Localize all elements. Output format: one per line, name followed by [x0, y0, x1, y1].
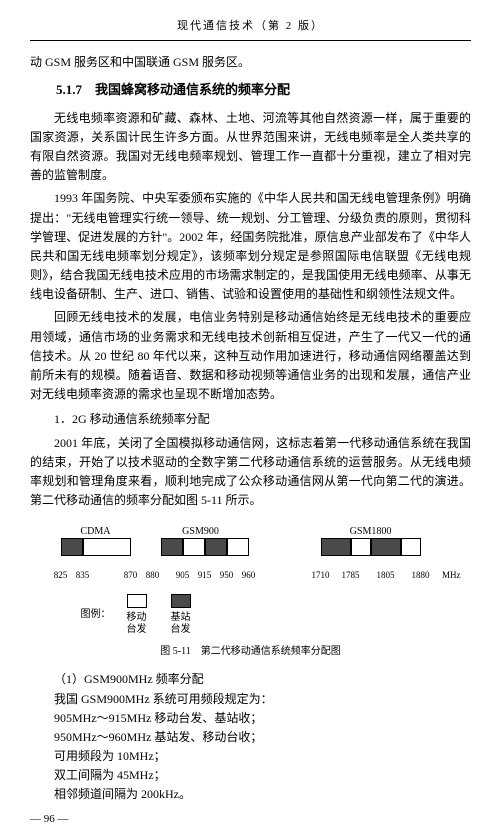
legend-text: 移动 台发 [127, 612, 147, 636]
band-box [351, 538, 371, 556]
tick-label: 1710 [312, 568, 330, 582]
alloc-line-3: 905MHz～915MHz 移动台发、基站收； [30, 709, 471, 728]
tick-label: 1880 [412, 568, 430, 582]
legend-text: 基站 台发 [171, 612, 191, 636]
alloc-line-2: 我国 GSM900MHz 系统可用频段规定为： [30, 690, 471, 709]
tick-label: 950 [220, 568, 234, 582]
tick-label: 915 [198, 568, 212, 582]
band-box [183, 538, 205, 556]
section-number: 5.1.7 [56, 82, 82, 97]
frequency-diagram: CDMAGSM900GSM1800 MHz 825 835 870 880 905 915… [41, 524, 461, 660]
tick-label: 1805 [377, 568, 395, 582]
legend-label: 图例： [81, 607, 111, 623]
tick-label: 1785 [342, 568, 360, 582]
legend-item: 移动 台发 [127, 594, 147, 636]
section-title: 5.1.7 我国蜂窝移动通信系统的频率分配 [56, 80, 471, 101]
lead-paragraph: 动 GSM 服务区和中国联通 GSM 服务区。 [30, 53, 471, 72]
band-box [401, 538, 421, 556]
tick-label: 880 [146, 568, 160, 582]
tick-label: 960 [242, 568, 256, 582]
tick-label: 835 [76, 568, 90, 582]
band-box [321, 538, 351, 556]
legend-item: 基站 台发 [171, 594, 191, 636]
tick-row: MHz 825 835 870 880 905 915 950 960 1710 1785 1805… [41, 568, 461, 584]
alloc-line-7: 相邻频道间隔为 200kHz。 [30, 785, 471, 804]
bands-row: CDMAGSM900GSM1800 [41, 524, 461, 568]
allocation-list: （1）GSM900MHz 频率分配 我国 GSM900MHz 系统可用频段规定为… [30, 670, 471, 804]
paragraph-2: 1993 年国务院、中央军委颁布实施的《中华人民共和国无线电管理条例》明确提出：… [30, 189, 471, 304]
unit-label: MHz [442, 568, 461, 582]
tick-label: 905 [176, 568, 190, 582]
legend-row: 图例： 移动 台发 基站 台发 [81, 594, 461, 636]
paragraph-4: 2001 年底，关闭了全国模拟移动通信网，这标志着第一代移动通信系统在我国的结束… [30, 434, 471, 511]
tick-label: 825 [54, 568, 68, 582]
subheading-1: 1．2G 移动通信系统频率分配 [30, 410, 471, 429]
paragraph-1: 无线电频率资源和矿藏、森林、土地、河流等其他自然资源一样，属于重要的国家资源，关… [30, 109, 471, 186]
page-number: — 96 — [30, 811, 471, 829]
legend-items: 移动 台发 基站 台发 [127, 594, 191, 636]
band-box [227, 538, 249, 556]
tick-label: 870 [124, 568, 138, 582]
page-container: 现代通信技术（第 2 版） 动 GSM 服务区和中国联通 GSM 服务区。 5.… [0, 0, 501, 838]
section-title-text: 我国蜂窝移动通信系统的频率分配 [95, 82, 290, 97]
book-header: 现代通信技术（第 2 版） [30, 18, 471, 41]
alloc-line-1: （1）GSM900MHz 频率分配 [30, 670, 471, 689]
legend-swatch [127, 594, 147, 608]
alloc-line-6: 双工间隔为 45MHz； [30, 766, 471, 785]
figure-caption: 图 5-11 第二代移动通信系统频率分配图 [41, 644, 461, 660]
alloc-line-5: 可用频段为 10MHz； [30, 747, 471, 766]
legend-swatch [171, 594, 191, 608]
band-box [371, 538, 401, 556]
alloc-line-4: 950MHz～960MHz 基站发、移动台收； [30, 728, 471, 747]
band-box [205, 538, 227, 556]
paragraph-3: 回顾无线电技术的发展，电信业务特别是移动通信始终是无线电技术的重要应用领域，通信… [30, 308, 471, 404]
band-box [161, 538, 183, 556]
band-box [83, 538, 131, 556]
band-box [61, 538, 83, 556]
